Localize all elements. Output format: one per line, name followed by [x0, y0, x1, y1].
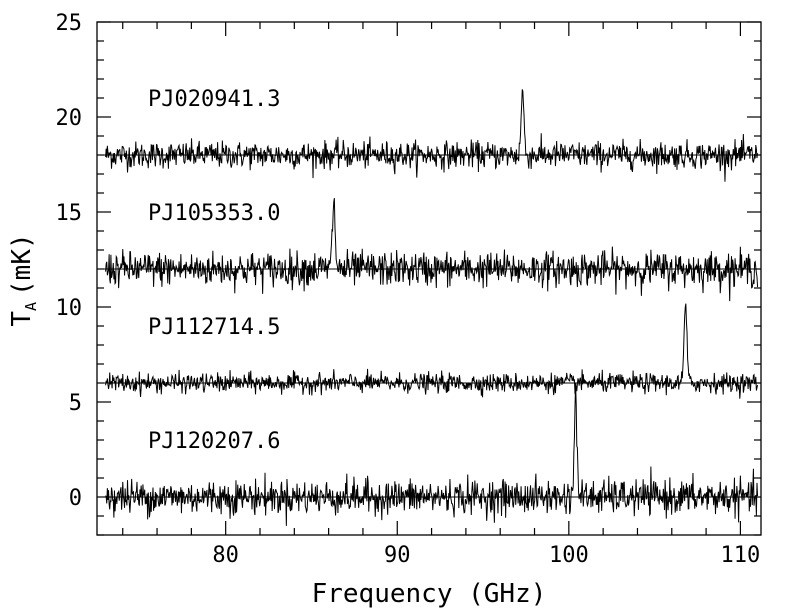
y-tick-label: 25	[56, 11, 83, 36]
y-tick-label: 15	[56, 201, 83, 226]
plot-frame	[96, 21, 762, 536]
y-axis-title-sub: A	[22, 302, 40, 311]
y-tick-label: 0	[69, 486, 82, 511]
y-tick-label: 20	[56, 106, 83, 131]
y-tick-label: 10	[56, 296, 83, 321]
series-labels: PJ020941.3 PJ105353.0 PJ112714.5 PJ120207.6	[148, 87, 280, 454]
x-tick-label: 90	[384, 543, 411, 568]
x-axis-title: Frequency (GHz)	[312, 579, 547, 609]
y-axis-title-unit: (mK)	[7, 233, 37, 296]
trace-PJ105353.0	[105, 198, 759, 302]
series-label-PJ112714.5: PJ112714.5	[148, 315, 280, 340]
series-label-PJ020941.3: PJ020941.3	[148, 87, 280, 112]
spectral-traces	[105, 89, 759, 526]
y-tick-label: 5	[69, 391, 82, 416]
trace-PJ112714.5	[105, 303, 759, 399]
series-label-PJ105353.0: PJ105353.0	[148, 201, 280, 226]
y-tick-labels: 0 5 10 15 20 25	[56, 11, 83, 511]
x-tick-label: 80	[212, 543, 239, 568]
trace-PJ020941.3	[105, 89, 759, 182]
trace-PJ120207.6	[105, 383, 759, 526]
axis-ticks	[97, 21, 761, 536]
y-axis-title-main: T	[7, 311, 37, 327]
y-axis-title: TA (mK)	[7, 233, 40, 326]
x-tick-label: 110	[721, 543, 761, 568]
x-tick-label: 100	[549, 543, 589, 568]
svg-text:TA(mK): TA (mK)	[7, 233, 40, 326]
x-tick-labels: 80 90 100 110	[212, 543, 760, 568]
series-label-PJ120207.6: PJ120207.6	[148, 429, 280, 454]
